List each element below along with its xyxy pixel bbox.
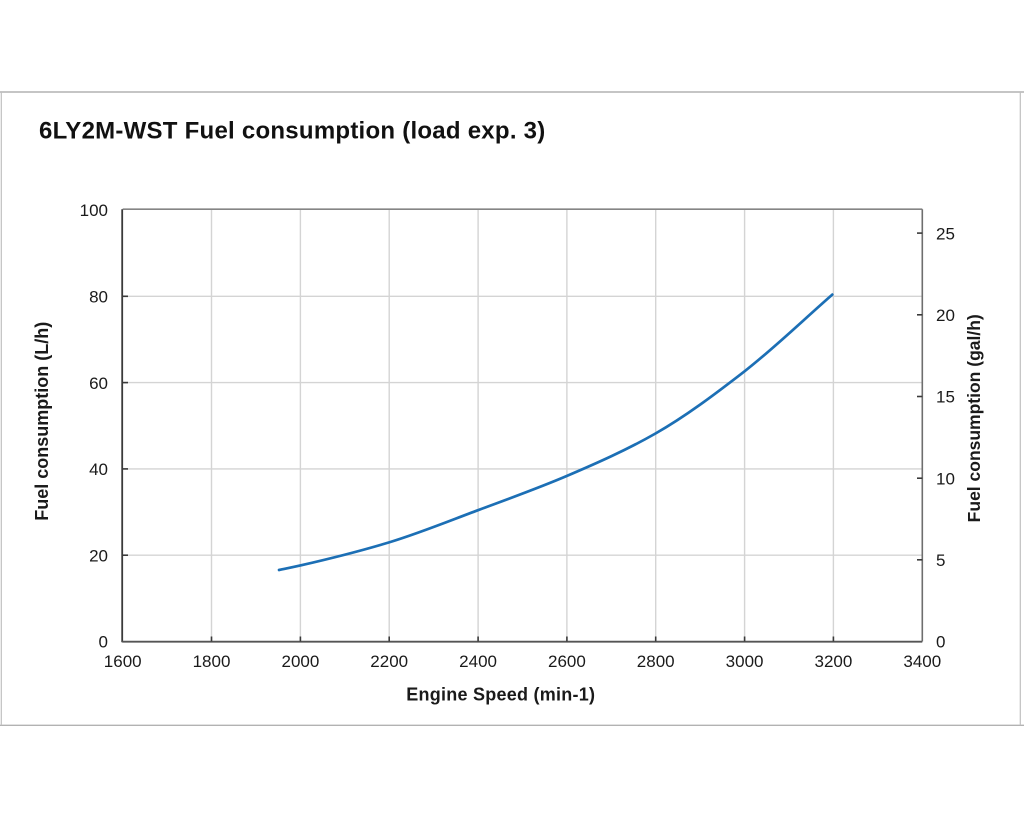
svg-text:40: 40 [89,460,108,479]
svg-text:1600: 1600 [104,652,142,671]
svg-text:1800: 1800 [193,652,231,671]
svg-text:3200: 3200 [814,652,852,671]
svg-text:20: 20 [89,546,108,565]
svg-text:Engine Speed (min-1): Engine Speed (min-1) [406,684,595,704]
svg-text:6LY2M-WST Fuel consumption (lo: 6LY2M-WST Fuel consumption (load exp. 3) [39,118,546,145]
svg-text:15: 15 [936,388,955,407]
svg-text:3400: 3400 [903,652,941,671]
svg-text:10: 10 [936,469,955,488]
svg-text:Fuel consumption (gal/h): Fuel consumption (gal/h) [964,314,984,522]
svg-text:2600: 2600 [548,652,586,671]
svg-text:2400: 2400 [459,652,497,671]
svg-text:80: 80 [89,288,108,307]
svg-text:0: 0 [936,633,945,652]
svg-text:5: 5 [936,551,945,570]
svg-text:2200: 2200 [370,652,408,671]
svg-text:3000: 3000 [726,652,764,671]
svg-text:60: 60 [89,374,108,393]
svg-text:100: 100 [80,201,108,220]
svg-text:2000: 2000 [281,652,319,671]
svg-text:0: 0 [99,633,108,652]
svg-text:20: 20 [936,306,955,325]
svg-text:2800: 2800 [637,652,675,671]
svg-text:Fuel consumption (L/h): Fuel consumption (L/h) [32,322,52,521]
svg-text:25: 25 [936,224,955,243]
